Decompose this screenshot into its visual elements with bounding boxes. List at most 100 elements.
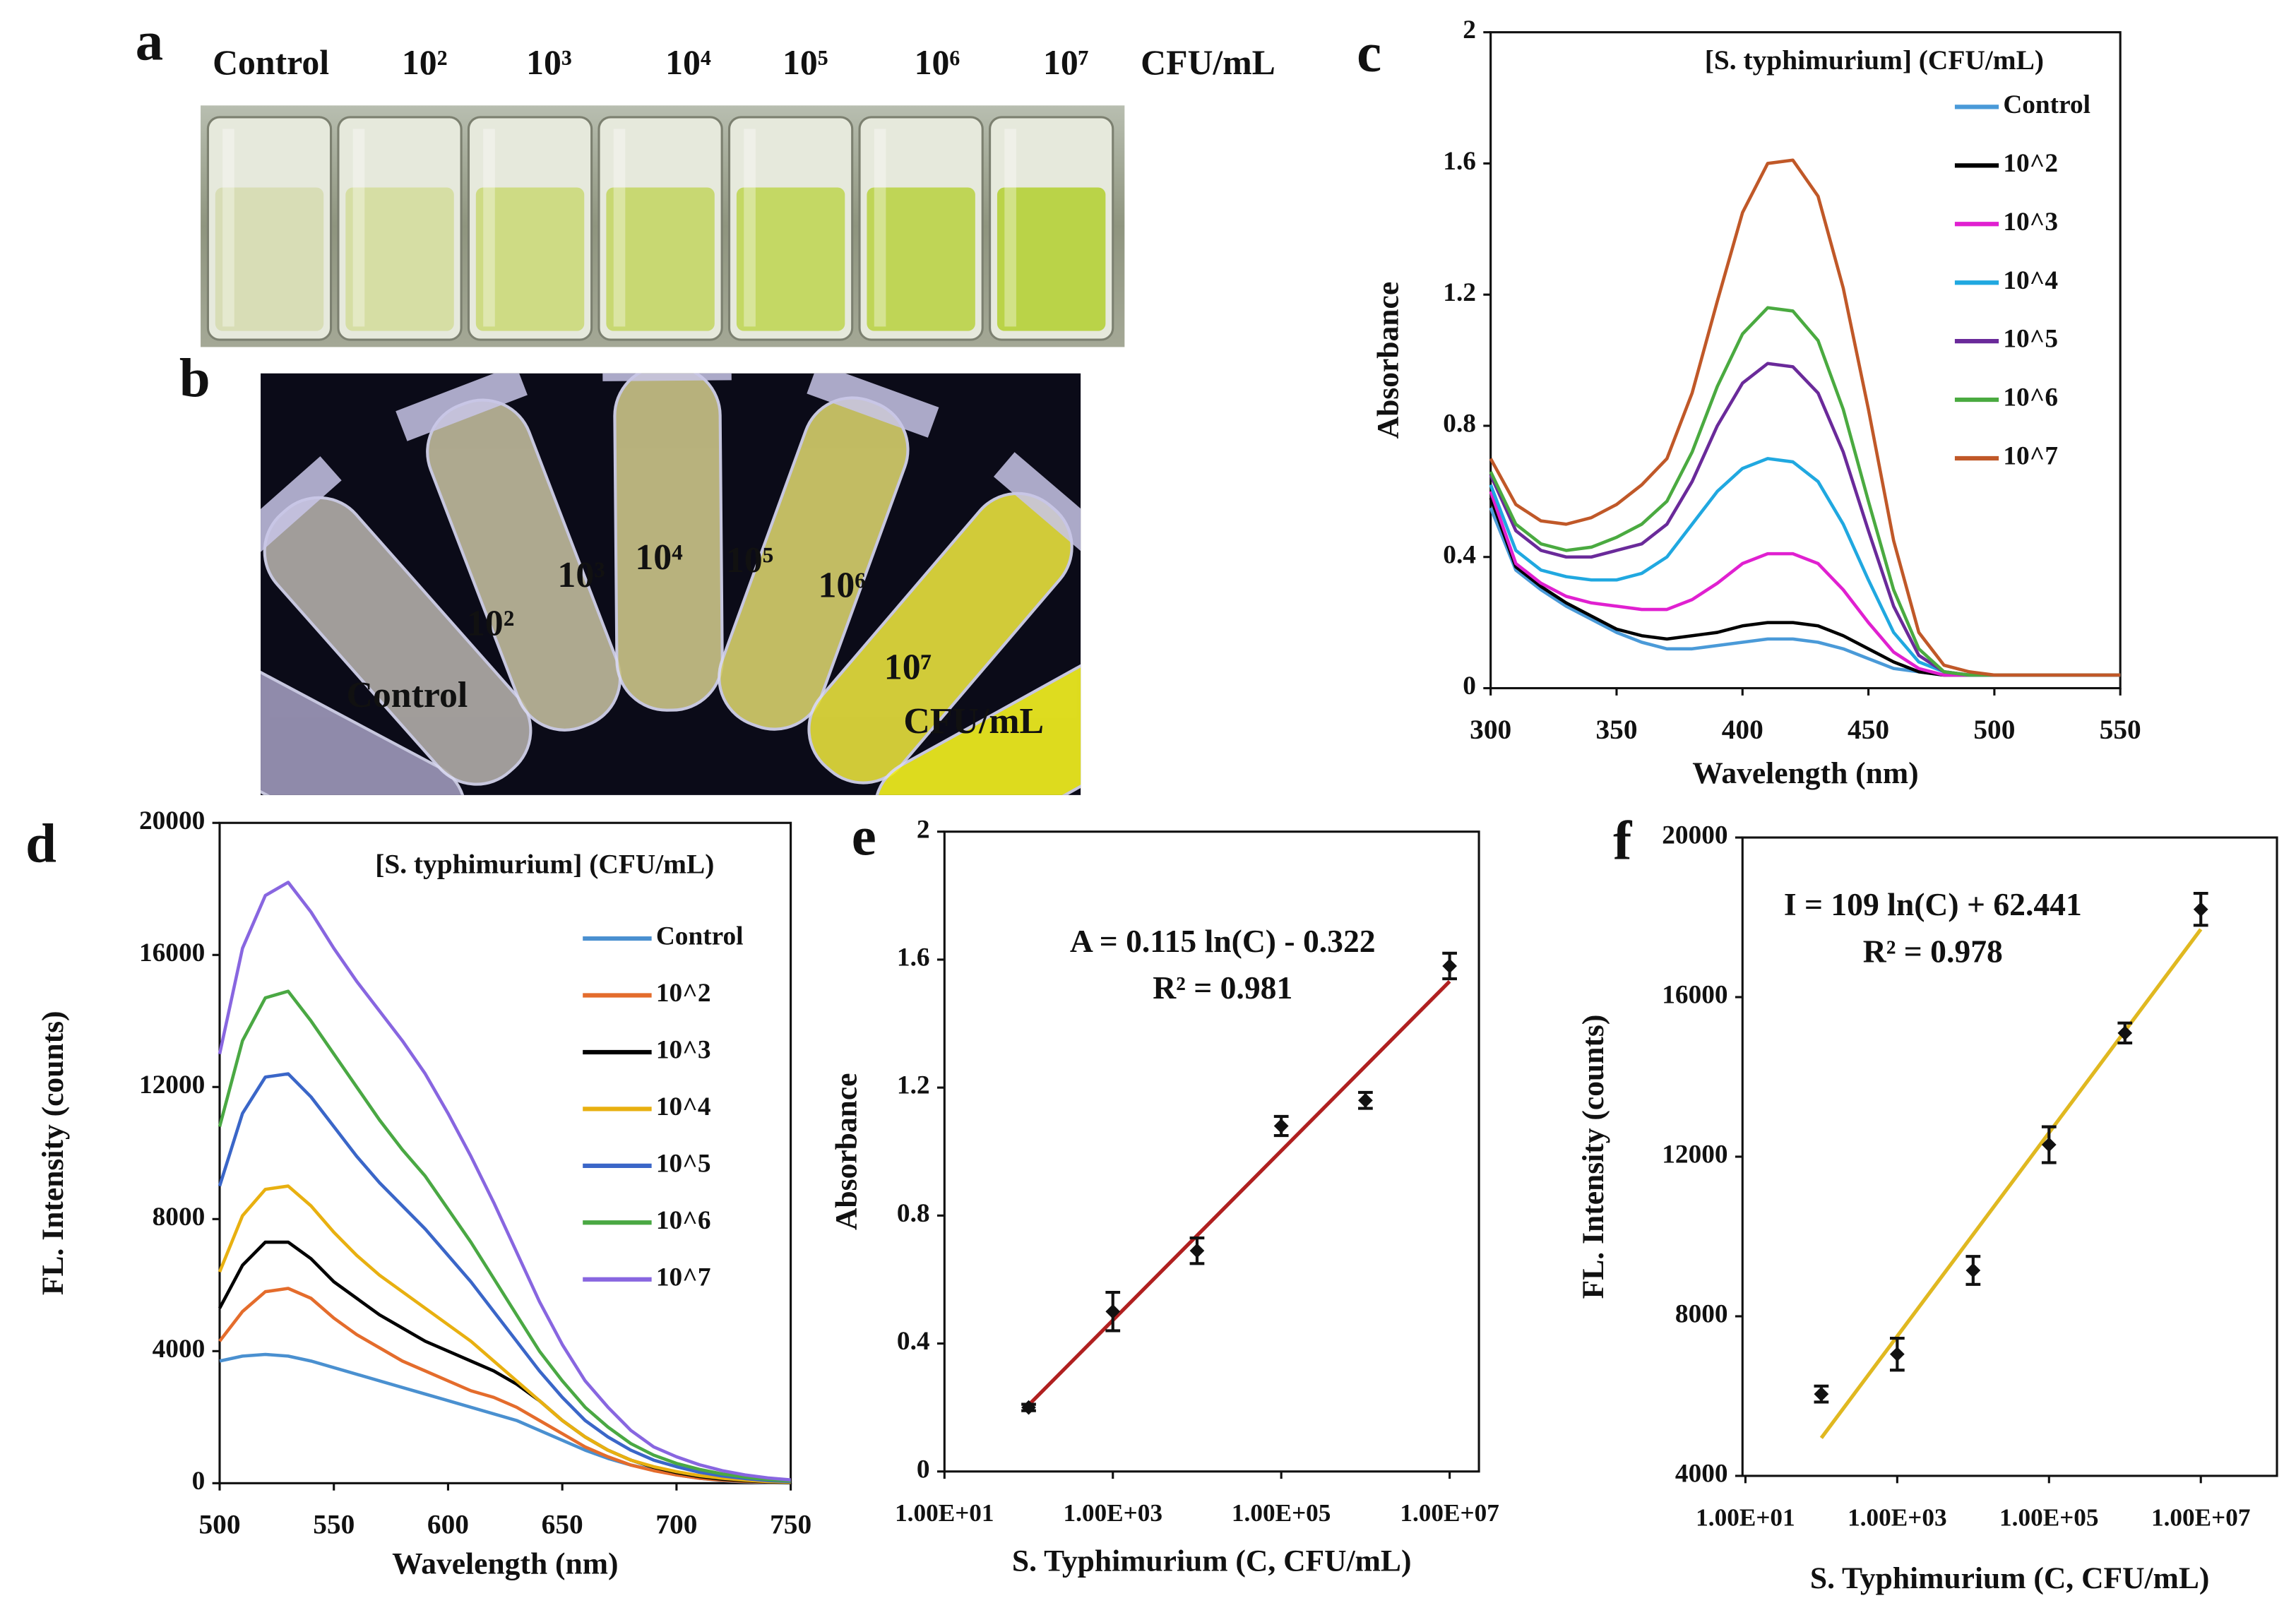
x-tick-label: 500 [1973,714,2015,745]
tube-cap [993,452,1081,561]
vial-liquid [345,187,454,331]
series-line [1489,507,2121,677]
vial-liquid [475,187,585,331]
y-axis-label: FL. Intensity (counts) [1576,1015,1610,1299]
x-tick-label: 1.00E+03 [1848,1503,1946,1531]
tube-label: Control [346,675,468,715]
series-line [1489,457,2121,677]
equation: R² = 0.978 [1863,933,2003,969]
y-tick-label: 0.4 [1443,540,1476,569]
legend-label: 10^7 [656,1263,711,1292]
y-tick-label: 4000 [153,1335,206,1364]
tube-cap [109,610,198,739]
legend-label: 10^7 [2003,442,2058,471]
y-tick-label: 1.6 [897,943,930,972]
vial-label: 10⁶ [915,43,960,82]
x-tick-label: 1.00E+05 [1999,1503,2098,1531]
vials [206,116,1114,341]
plot-frame [943,830,1480,1473]
x-tick-label: 1.00E+05 [1232,1499,1331,1527]
legend-title: [S. typhimurium] (CFU/mL) [375,849,714,880]
x-tick-label: 700 [655,1509,697,1540]
y-tick-label: 12000 [139,1071,205,1099]
panel-label: c [1357,23,1381,84]
x-axis-label: S. Typhimurium (C, CFU/mL) [1810,1561,2210,1595]
tube-cap [395,373,528,441]
panel-label: d [25,814,56,875]
legend-label: 10^4 [656,1092,711,1121]
vial-liquid [606,187,715,331]
panel-label: f [1613,811,1632,872]
y-axis-label: Absorbance [830,1073,864,1230]
y-tick-label: 12000 [1662,1140,1727,1169]
series-line [1489,306,2121,677]
y-tick-label: 2 [917,815,930,844]
plot-frame [218,821,792,1484]
vial-liquid [997,187,1106,331]
legend-label: 10^6 [656,1206,711,1235]
vial-highlight [352,129,365,327]
legend-title: [S. typhimurium] (CFU/mL) [1705,44,2044,76]
x-axis-label: Wavelength (nm) [392,1547,618,1581]
y-tick-label: 4000 [1675,1460,1728,1489]
tube-label: 10⁷ [884,648,932,688]
vial-highlight [874,129,886,327]
y-tick-label: 20000 [1662,821,1727,850]
x-tick-label: 550 [2100,714,2141,745]
tube-label: 10⁶ [818,565,865,605]
tube-cap [807,373,939,438]
tube [807,452,1081,785]
point [1189,1243,1205,1258]
panel-label: e [852,806,876,867]
x-tick-label: 500 [198,1509,240,1540]
vial-liquid [215,187,324,331]
x-axis-label: Wavelength (nm) [1692,756,1918,790]
y-axis-label: FL. Intensity (counts) [36,1011,70,1295]
x-tick-label: 1.00E+07 [2151,1503,2250,1531]
legend-label: 10^2 [2003,149,2058,178]
tube-body [873,639,1081,795]
legend-label: 10^2 [656,979,711,1008]
vial-label: 10² [402,43,448,82]
series-line [1489,497,2121,677]
vial-label: 10³ [526,43,572,82]
y-tick-label: 2 [1463,16,1476,44]
tube-cap [1140,604,1230,733]
tube-cap [602,373,732,381]
x-tick-label: 350 [1595,714,1637,745]
unit-label: CFU/mL [1141,43,1275,82]
y-tick-label: 16000 [1662,981,1727,1010]
point [1358,1092,1373,1108]
vial-label: 10⁷ [1043,43,1089,82]
y-tick-label: 8000 [1675,1300,1728,1329]
series-line [1489,158,2121,677]
legend-label: 10^3 [2003,208,2058,237]
tube [602,373,732,712]
y-tick-label: 0.8 [1443,410,1476,439]
x-tick-label: 1.00E+01 [895,1499,994,1527]
y-tick-label: 1.2 [897,1071,930,1100]
tube [718,373,939,731]
y-tick-label: 16000 [139,938,205,967]
vial-highlight [1004,129,1016,327]
tube-label: 10² [467,603,514,643]
vial-highlight [483,129,495,327]
vial-highlight [613,129,626,327]
vial-label: 10⁵ [783,43,828,82]
vial-label: Control [213,43,329,82]
point [2193,902,2208,917]
legend-label: Control [656,922,744,951]
tube [395,373,622,732]
point [1021,1400,1036,1415]
y-tick-label: 1.2 [1443,278,1476,307]
tube-body [261,645,467,795]
point [2117,1025,2133,1041]
tube [261,456,533,786]
point [1814,1386,1829,1402]
vial-label: 10⁴ [665,43,711,82]
x-tick-label: 550 [313,1509,355,1540]
trendline [1027,979,1451,1407]
x-tick-label: 300 [1470,714,1511,745]
